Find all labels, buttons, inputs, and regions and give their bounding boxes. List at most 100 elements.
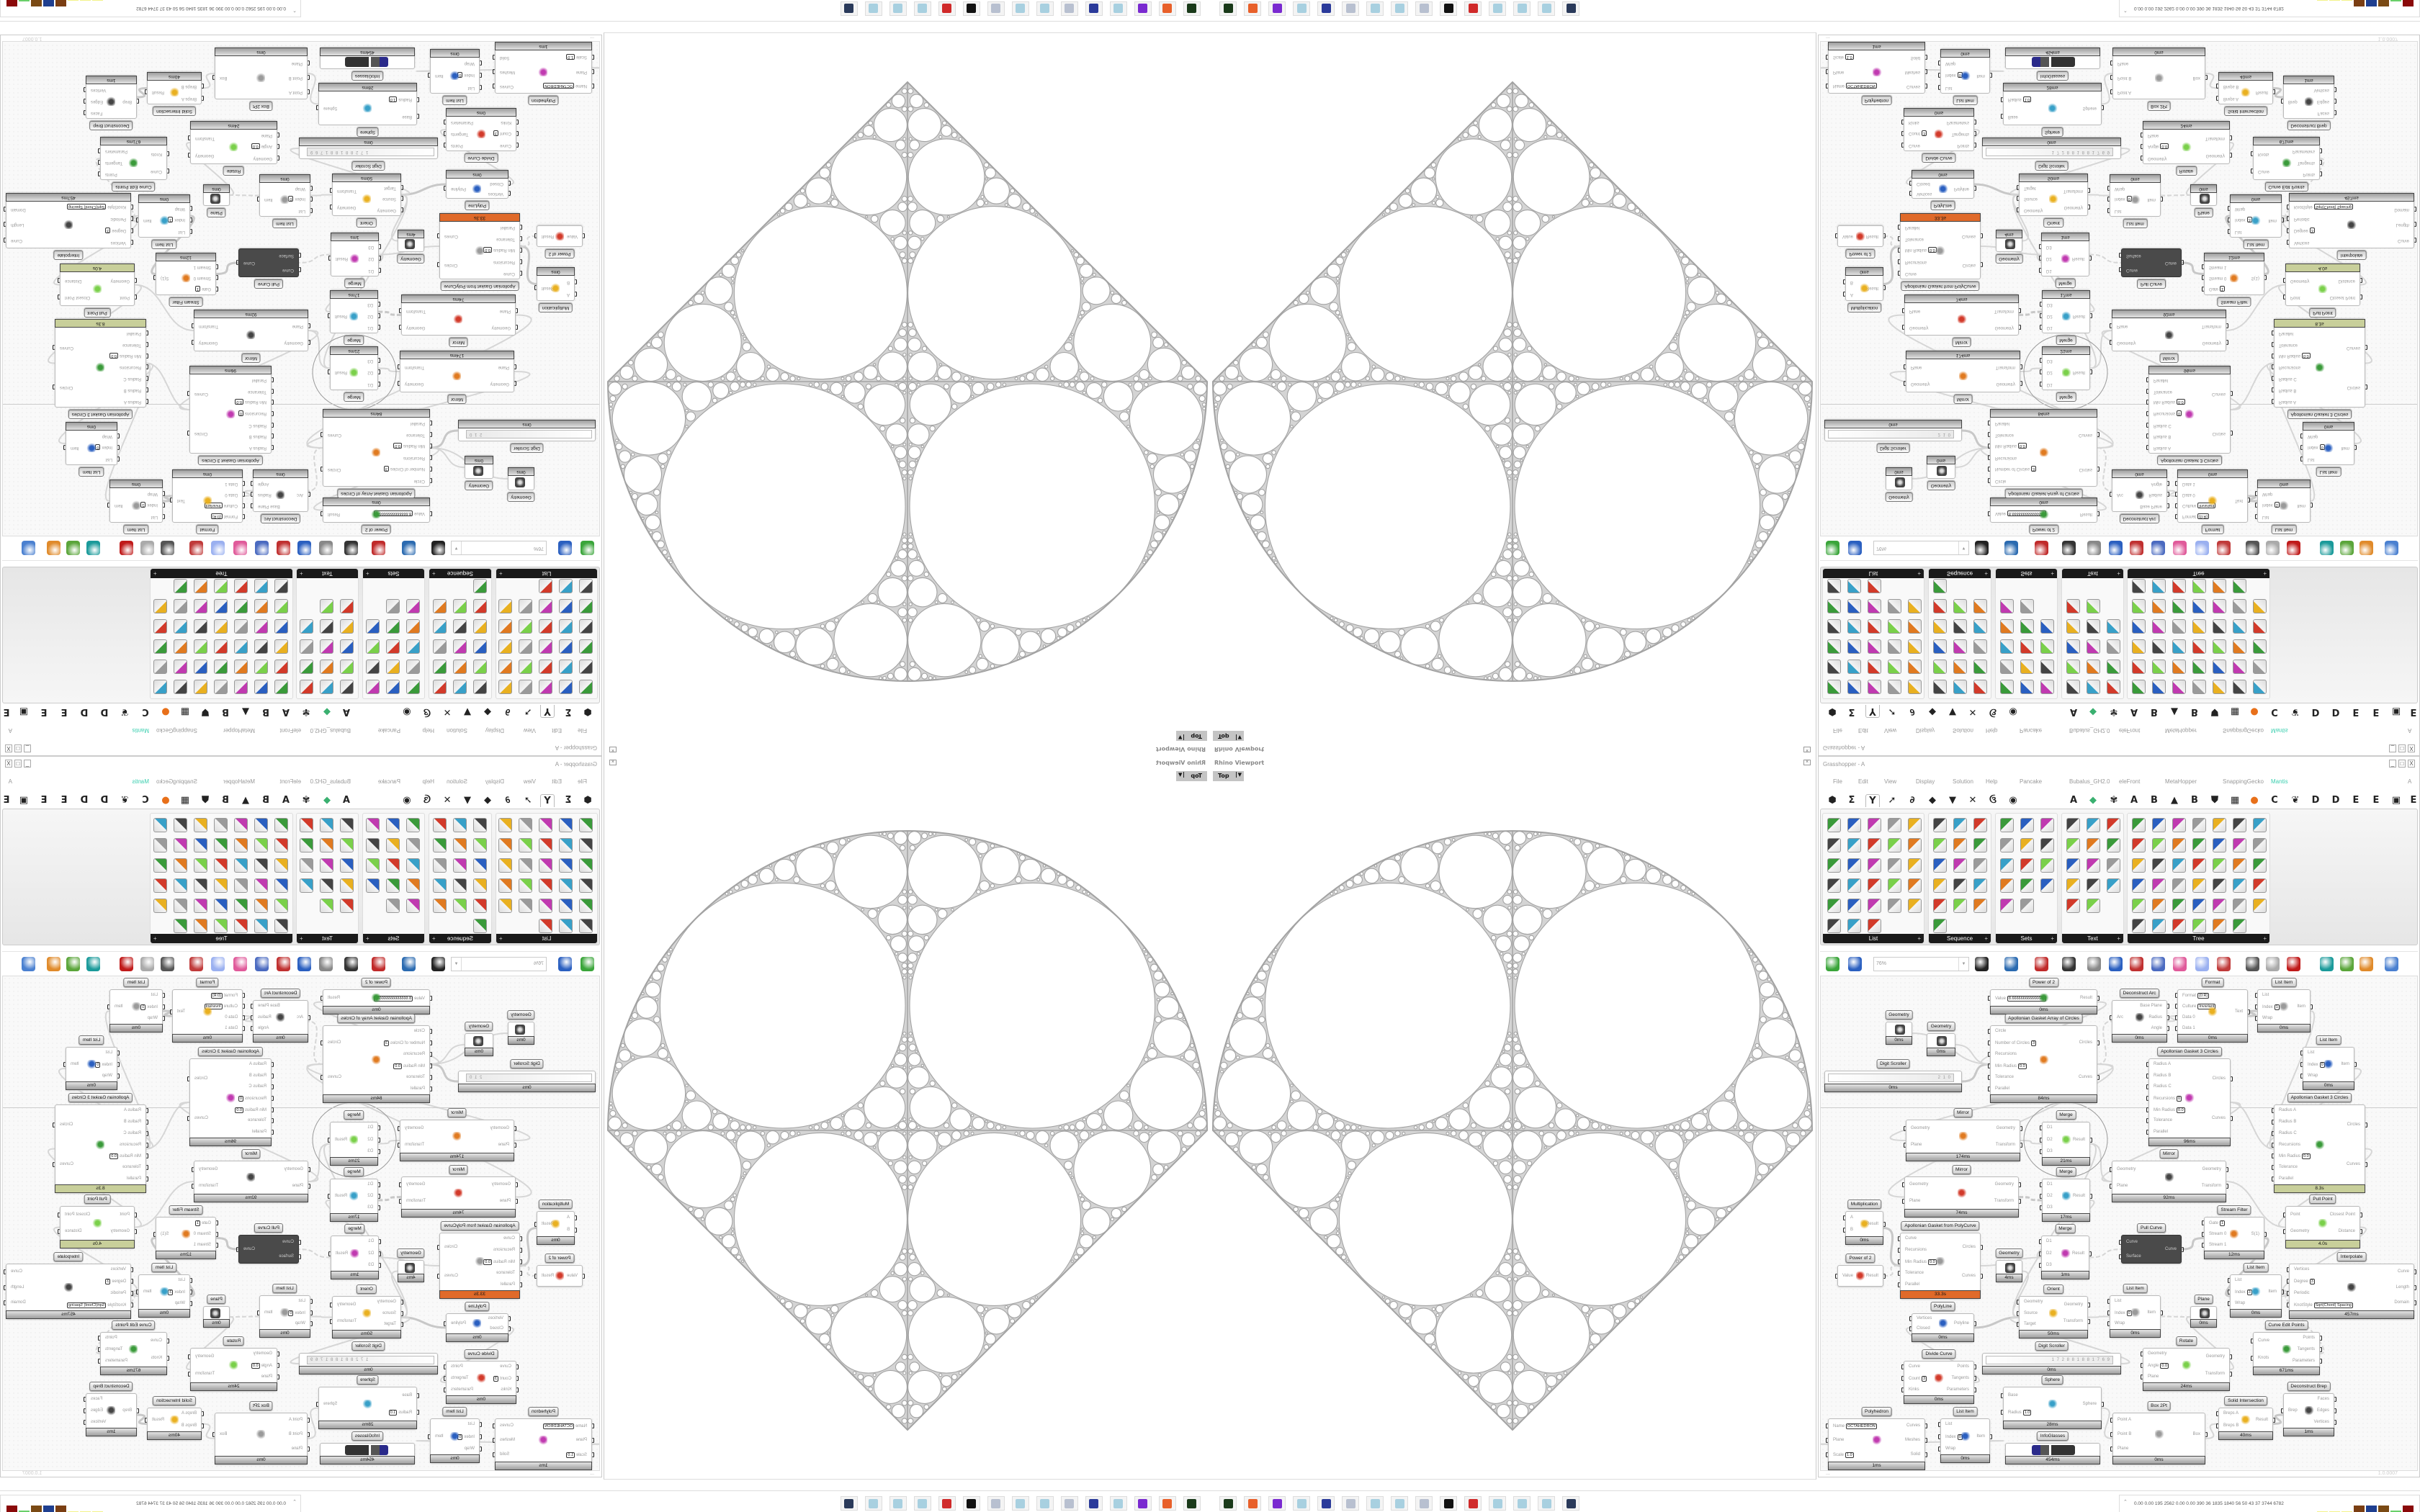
output-item[interactable]: Item [71,446,79,450]
input-vertices[interactable]: Vertices [2294,240,2309,245]
input-grip[interactable] [1901,1387,1904,1392]
entwine-icon[interactable] [2192,858,2206,873]
input-grip[interactable] [1898,1282,1900,1287]
output-grip[interactable] [534,285,537,291]
longest-list-icon[interactable] [1908,599,1922,613]
list-set-icon[interactable] [1847,899,1861,913]
input-list[interactable]: List [179,230,185,234]
split-tree-2-icon[interactable] [2233,639,2246,654]
rhino-viewport[interactable]: Rhino Viewport Top ▼ × [604,32,1210,756]
input-list[interactable]: List [1945,86,1952,90]
input-breps-b[interactable]: Breps B [2223,1423,2238,1428]
char-list-icon[interactable] [2066,599,2080,613]
output-sphere[interactable]: Sphere [2082,1401,2097,1406]
list-length-icon[interactable] [579,680,593,694]
node-title[interactable]: Power of 2 [544,249,575,258]
format-icon[interactable] [2087,878,2100,893]
output-transform[interactable]: Transform [195,136,215,140]
blue-sphere-icon[interactable] [2385,957,2398,971]
node-title[interactable]: List Item [2243,1263,2269,1272]
menu-mantis[interactable]: Mantis [132,727,149,734]
split-list-2-icon[interactable] [559,619,573,634]
input-grip[interactable] [1901,120,1904,125]
input-grip[interactable] [2251,151,2253,156]
input-value[interactable]: 3 [1922,1376,1927,1382]
node-body[interactable]: Value Result [1837,1265,1883,1287]
output-grip[interactable] [2019,1198,2021,1204]
discord-icon[interactable] [1268,1496,1286,1511]
text-on-surface-icon[interactable] [340,878,354,893]
blue-sphere-icon[interactable] [2385,541,2398,555]
node-title[interactable]: Geometry [1927,481,1955,490]
node-body[interactable]: D1 D2 D3 Result 21ms [2042,1122,2090,1166]
replace-items-icon[interactable] [1847,639,1861,654]
set-majority-icon[interactable] [366,639,380,654]
input-recursions[interactable]: Recursions [2279,366,2300,370]
input-format[interactable]: Format{0:R} [2182,992,2210,999]
output-text[interactable]: Text [177,1009,186,1014]
input-point[interactable]: Point [2290,295,2300,300]
tab-icon-9[interactable]: ◉ [403,795,411,806]
output-grip[interactable] [2020,1125,2022,1131]
input-b[interactable]: B [567,280,570,284]
output-result[interactable]: Result [2079,995,2092,1000]
node-body[interactable]: Arc Base Plane Radius Angle 0ms [2112,469,2167,512]
set-union-icon[interactable] [2000,818,2014,832]
input-grip[interactable] [1988,1063,1990,1068]
input-grip[interactable] [272,377,274,382]
text-distance-icon[interactable] [340,639,354,654]
input-grip[interactable] [216,275,218,281]
input-radius-b[interactable]: Radius B [2154,1074,2171,1078]
node-body[interactable]: Geometry Plane Geometry Transform 174ms [1906,351,2020,392]
menu-edit[interactable]: Edit [552,727,562,734]
char-sequence-icon[interactable] [453,639,467,654]
input-grip[interactable] [1988,444,1990,449]
input-breps-a[interactable]: Breps A [2223,1411,2238,1416]
input-value[interactable]: Value8.666666666666666 [373,510,425,517]
input-grip[interactable] [117,445,120,450]
pink-tree-icon[interactable] [214,579,228,593]
input-grip[interactable] [2110,492,2112,498]
char-grid-icon[interactable] [473,899,487,913]
zoom-extents-icon[interactable] [1975,541,1989,555]
output-grip[interactable] [2097,1040,2099,1045]
input-grip[interactable] [2228,1301,2230,1306]
pink-tree-icon[interactable] [2192,579,2206,593]
node-mirror[interactable]: Geometry Plane Geometry Transform 92ms Mirror [192,1149,310,1202]
output-grip[interactable] [98,148,100,153]
output-result[interactable]: Result [2255,90,2268,95]
input-plane[interactable]: Plane [500,1199,511,1203]
output-grip[interactable] [444,131,446,136]
output-transform[interactable]: Transform [1994,309,2014,314]
node-body[interactable]: 0ms [465,1033,493,1056]
output-s-1-[interactable]: S(1) [161,276,169,281]
text-on-surface-icon[interactable] [2066,619,2080,634]
input-d1[interactable]: D1 [367,1125,373,1130]
shift-list-icon[interactable] [539,818,552,832]
node-polyline[interactable]: Vertices Closed Polyline 0ms PolyLine [444,170,511,210]
tab-icon-19[interactable]: ● [161,706,170,717]
menu-view[interactable]: View [1884,778,1897,785]
shuffle-icon[interactable] [1847,919,1861,933]
range-misc-icon[interactable] [473,579,487,593]
input-wrap[interactable]: Wrap [295,186,305,191]
input-value[interactable]: 1.0 [2022,96,2032,102]
output-grip[interactable] [1925,84,1927,89]
input-grip[interactable] [272,1061,274,1067]
tab-icon-27[interactable]: E [3,706,10,717]
input-grip[interactable] [516,1198,518,1204]
output-circles[interactable]: Circles [2347,1122,2360,1127]
input-format[interactable]: Format{0:R} [210,992,238,999]
output-geometry[interactable]: Geometry [1996,1125,2015,1130]
set-multiply-icon[interactable] [406,878,420,893]
node-title[interactable]: List Item [1953,1407,1978,1416]
input-grip[interactable] [520,236,522,241]
